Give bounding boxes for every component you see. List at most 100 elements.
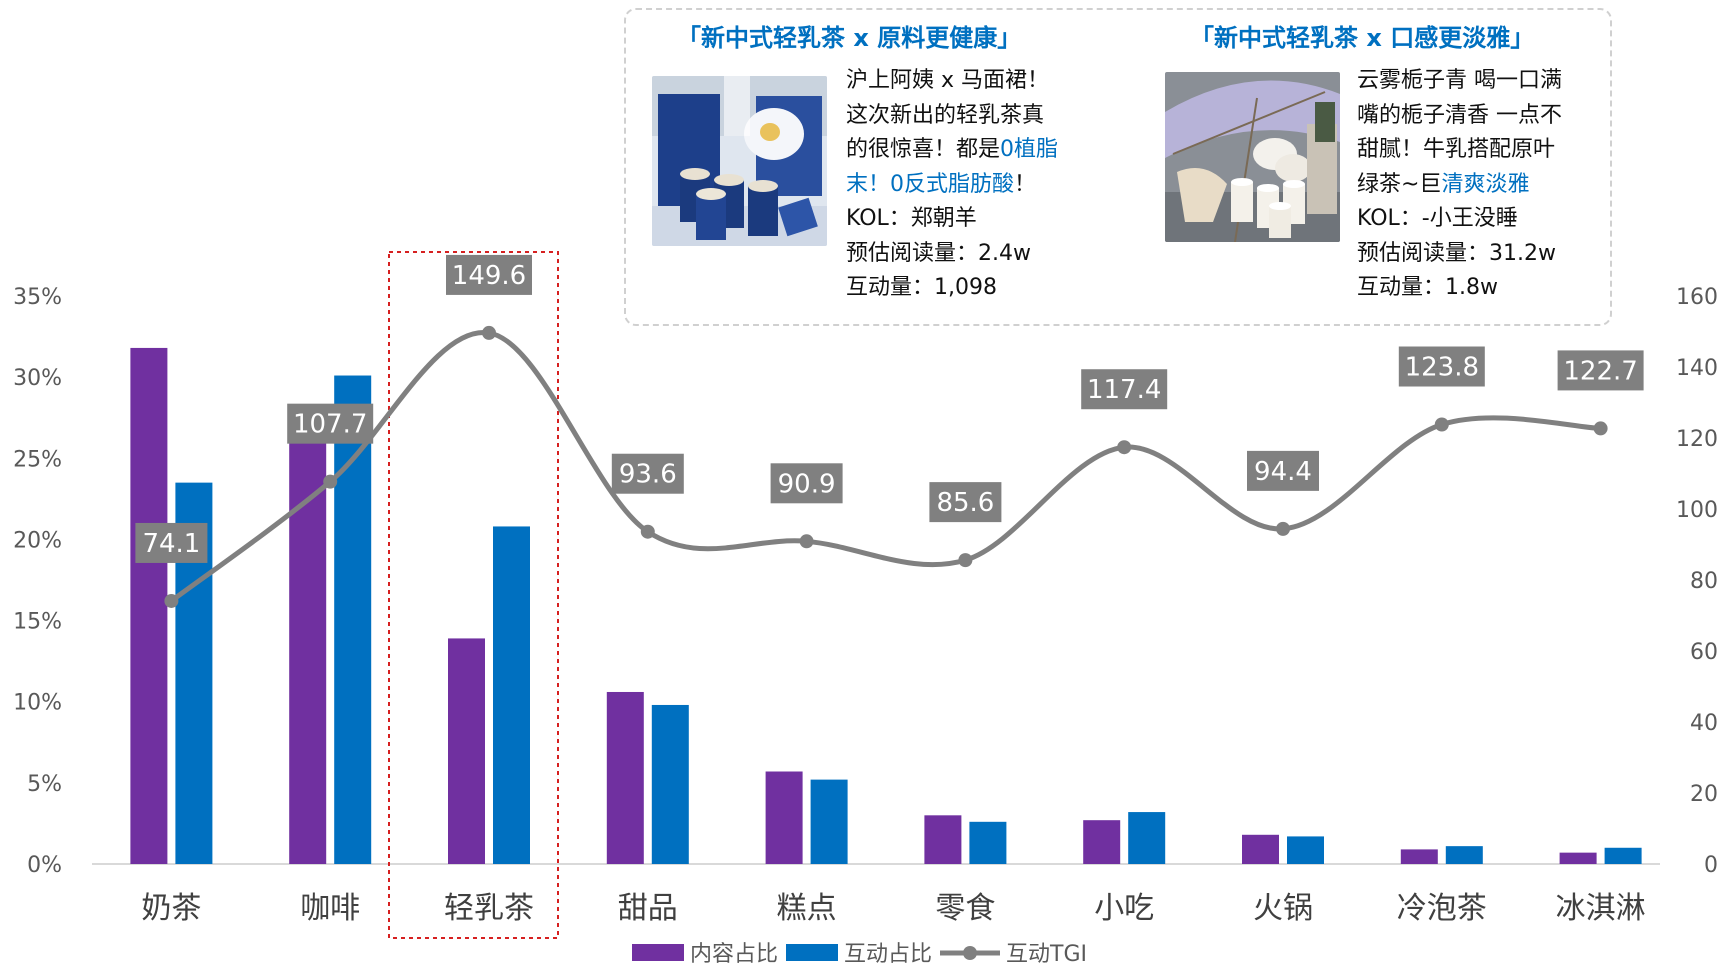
bars [130,347,1642,865]
tgi-point [799,534,814,549]
tgi-data-label: 90.9 [770,463,843,504]
right-tick-label: 0 [1704,853,1718,878]
right-axis-ticks: 0 20 40 60 80 100 120 140 160 [1676,285,1718,878]
left-tick-label: 15% [13,610,62,635]
legend-swatch [632,944,684,961]
blue-porcelain-tea-cups-photo [652,76,827,246]
bar-content-share [924,815,962,864]
data-label-box [287,403,374,444]
highlighted-text: 0植脂 [1000,137,1059,162]
bar-interaction-share [1128,812,1166,864]
right-tick-label: 160 [1676,285,1718,310]
bar-content-share [1083,820,1121,864]
bar-content-share [765,771,803,864]
data-label-text: 117.4 [1087,375,1161,405]
bar-interaction-share [969,821,1007,864]
card-title: 「新中式轻乳茶 x 原料更健康」 [677,24,1022,52]
data-label-text: 94.4 [1254,457,1312,487]
legend-swatch [786,944,838,961]
tgi-data-labels: 74.1 107.7 149.6 93.6 90.9 85.6 117.4 94.4 123.8… [135,254,1644,563]
highlighted-text: 清爽淡雅 [1441,171,1530,197]
left-tick-label: 5% [27,772,62,797]
tgi-data-label: 85.6 [929,482,1002,523]
card-text-line: 绿茶~巨清爽淡雅 [1357,168,1562,203]
right-tick-label: 120 [1676,427,1718,452]
category-label: 咖啡 [300,891,360,926]
category-label: 零食 [935,891,995,926]
data-label-text: 74.1 [142,529,200,559]
tgi-point [1434,417,1449,432]
card-text: 云雾栀子青 喝一口满 嘴的栀子清香 一点不 甜腻！牛乳搭配原叶 绿茶~巨清爽淡雅 KOL… [1357,64,1562,306]
left-tick-label: 10% [13,691,62,716]
category-label: 轻乳茶 [444,891,534,926]
card-text-line: 云雾栀子青 喝一口满 [1357,64,1562,99]
legend-label: 互动占比 [844,942,932,963]
category-label: 小吃 [1094,891,1154,926]
tgi-point [164,593,179,608]
text-segment: 嘴的栀子清香 一点不 [1357,102,1562,128]
bar-content-share [1400,849,1438,864]
category-label: 火锅 [1253,891,1313,926]
data-label-box [611,453,684,494]
tgi-data-label: 94.4 [1247,450,1319,491]
text-segment: 的很惊喜！都是 [846,137,1001,162]
text-segment: 预估阅读量：31.2w [1357,240,1556,266]
category-label: 奶茶 [141,891,201,926]
text-segment: KOL：-小王没睡 [1357,206,1518,231]
data-label-box [1081,369,1168,410]
bar-content-share [289,411,327,864]
tgi-data-label: 149.6 [446,254,532,295]
card-text-line: 的很惊喜！都是0植脂 [846,133,1058,168]
left-axis-ticks: 0% 5% 10% 15% 20% 25% 30% 35% [13,285,62,878]
right-tick-label: 80 [1690,569,1718,594]
text-segment: ！ [1014,171,1037,197]
card-text-line: 嘴的栀子清香 一点不 [1357,99,1562,134]
card-text-line: 互动量：1.8w [1357,271,1562,306]
bar-interaction-share [493,526,530,864]
bar-interaction-share [1445,846,1483,864]
bar-interaction-share [651,704,689,864]
legend-label: 内容占比 [690,942,778,963]
category-label: 冰淇淋 [1556,891,1646,926]
bar-content-share [606,691,644,864]
data-label-box [1557,350,1644,391]
card-text-line: 预估阅读量：31.2w [1357,237,1562,272]
left-tick-label: 0% [27,853,62,878]
card-text-line: 甜腻！牛乳搭配原叶 [1357,133,1562,168]
category-labels: 奶茶 咖啡 轻乳茶 甜品 糕点 零食 小吃 火锅 冷泡茶 冰淇淋 [141,891,1645,926]
card-title: 「新中式轻乳茶 x 口感更淡雅」 [1190,24,1535,52]
data-label-box [770,463,843,504]
card-text-line: 这次新出的轻乳茶真 [846,99,1058,134]
data-label-text: 122.7 [1563,356,1637,386]
bar-content-share [130,347,168,865]
data-label-text: 149.6 [452,261,526,291]
tgi-point [1593,421,1608,436]
data-label-text: 107.7 [293,410,367,440]
bar-content-share [1559,852,1597,864]
tgi-point [640,524,655,539]
data-label-box [135,522,208,563]
category-label: 糕点 [777,891,837,926]
tgi-point [1117,440,1132,455]
data-label-text: 123.8 [1405,353,1479,383]
tgi-data-label: 93.6 [611,453,684,494]
card-text-line: 预估阅读量：2.4w [846,237,1058,272]
data-label-text: 85.6 [936,488,994,518]
bar-interaction-share [334,375,372,864]
card-text: 沪上阿姨 x 马面裙！ 这次新出的轻乳茶真 的很惊喜！都是0植脂 末！0反式脂肪酸！ K… [846,64,1058,306]
text-segment: 沪上阿姨 x 马面裙！ [846,68,1050,93]
text-segment: 这次新出的轻乳茶真 [846,102,1045,128]
left-tick-label: 20% [13,528,62,553]
text-segment: KOL：郑朝羊 [846,206,977,231]
text-segment: 云雾栀子青 喝一口满 [1357,68,1562,93]
legend-marker [963,946,977,960]
text-segment: 绿茶~巨 [1357,171,1442,197]
card-text-line: 末！0反式脂肪酸！ [846,168,1058,203]
right-tick-label: 140 [1676,356,1718,381]
bar-interaction-share [1287,836,1324,864]
tgi-point [1276,521,1290,536]
data-label-box [446,254,532,295]
tgi-data-label: 117.4 [1081,369,1168,410]
text-segment: 互动量：1,098 [846,275,997,300]
